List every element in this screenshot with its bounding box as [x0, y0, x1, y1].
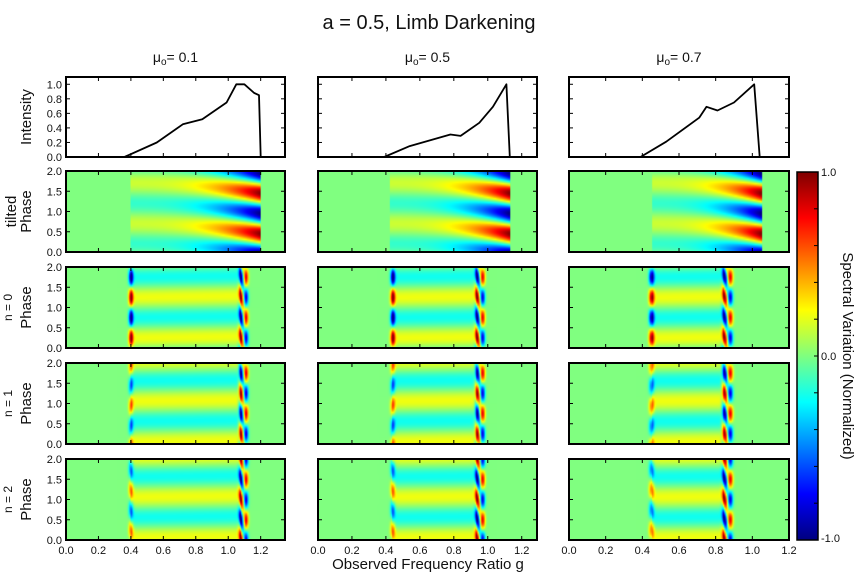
- y-tick-label: 2.0: [47, 358, 62, 370]
- y-tick-label: 1.5: [47, 378, 62, 390]
- row-sublabel: n = 0: [1, 294, 15, 321]
- y-tick-label: 1.0: [47, 79, 62, 91]
- colorbar: 1.0 0.0 -1.0: [796, 167, 840, 545]
- heatmap-image: [318, 171, 537, 252]
- heatmap-image: [569, 363, 789, 444]
- y-tick-label: 0.0: [47, 535, 62, 547]
- y-tick-label: 1.5: [47, 282, 62, 294]
- y-tick-label: 1.0: [47, 495, 62, 507]
- y-tick-label: 0.4: [47, 123, 62, 135]
- y-tick-label: 1.0: [47, 207, 62, 219]
- intensity-line: [318, 83, 537, 158]
- x-tick-label: 0.4: [635, 545, 650, 557]
- panel: 0.0 0.2 0.4 0.6 0.8 1.0 Intensity: [18, 76, 286, 164]
- panel: [317, 266, 538, 349]
- panel: [568, 362, 790, 445]
- y-tick-label: 2.0: [47, 454, 62, 466]
- row-sublabel: n = 1: [1, 390, 15, 417]
- y-tick-label: 0.2: [47, 137, 62, 149]
- y-tick-label: 0.5: [47, 323, 62, 335]
- x-tick-label: 0.2: [598, 545, 613, 557]
- y-tick-label: 0.5: [47, 419, 62, 431]
- y-tick-label: 0.5: [47, 515, 62, 527]
- x-tick-label: 1.0: [745, 545, 760, 557]
- y-tick-label: 0.8: [47, 94, 62, 106]
- panel: [568, 76, 790, 158]
- panel: 0.0 0.5 1.0 1.5 2.0 n = 0 Phase: [1, 262, 286, 355]
- colorbar-tick-label: -1.0: [821, 533, 840, 545]
- panel: 0.0 0.2 0.4 0.6 0.8 1.0 1.2: [561, 458, 797, 557]
- column-title: μo= 0.5: [405, 49, 450, 68]
- heatmap-image: [66, 459, 285, 540]
- x-tick-label: 1.0: [480, 545, 495, 557]
- x-tick-label: 1.0: [221, 545, 236, 557]
- heatmap-image: [66, 363, 285, 444]
- panel-frame: [65, 76, 286, 158]
- row-label: Phase: [18, 286, 35, 329]
- panel: [568, 170, 790, 253]
- x-tick-label: 0.4: [378, 545, 393, 557]
- y-tick-label: 2.0: [47, 262, 62, 274]
- intensity-line: [569, 83, 789, 158]
- row-label: Phase: [18, 190, 35, 233]
- x-tick-label: 1.2: [781, 545, 796, 557]
- panel: [317, 76, 538, 158]
- row-label: Intensity: [18, 89, 35, 145]
- colorbar-tick-label: 0.0: [821, 351, 836, 363]
- row-label: Phase: [18, 382, 35, 425]
- y-tick-label: 1.0: [47, 399, 62, 411]
- panel: [568, 266, 790, 349]
- x-tick-label: 1.2: [514, 545, 529, 557]
- y-tick-label: 1.5: [47, 186, 62, 198]
- y-tick-label: 0.5: [47, 227, 62, 239]
- x-tick-label: 0.6: [671, 545, 686, 557]
- x-tick-label: 0.8: [708, 545, 723, 557]
- x-tick-label: 0.2: [344, 545, 359, 557]
- heatmap-image: [569, 459, 789, 540]
- column-title: μo= 0.1: [153, 49, 198, 68]
- heatmap-image: [569, 171, 789, 252]
- x-tick-label: 0.2: [91, 545, 106, 557]
- heatmap-image: [318, 363, 537, 444]
- heatmap-image: [569, 267, 789, 348]
- row-label: Phase: [18, 478, 35, 521]
- x-tick-label: 0.0: [561, 545, 576, 557]
- x-tick-label: 0.6: [156, 545, 171, 557]
- row-sublabel: n = 2: [1, 486, 15, 513]
- column-title: μo= 0.7: [656, 49, 701, 68]
- y-tick-label: 0.0: [47, 343, 62, 355]
- y-tick-label: 1.5: [47, 474, 62, 486]
- x-tick-label: 0.0: [58, 545, 73, 557]
- y-tick-label: 1.0: [47, 303, 62, 315]
- y-tick-label: 2.0: [47, 166, 62, 178]
- panel: [317, 362, 538, 445]
- row-sublabel: tilted: [3, 196, 20, 228]
- heatmap-image: [66, 267, 285, 348]
- intensity-line: [66, 83, 285, 158]
- panel: 0.0 0.2 0.4 0.6 0.8 1.0 1.2: [310, 458, 538, 557]
- heatmap-image: [318, 459, 537, 540]
- y-tick-label: 0.0: [47, 152, 62, 164]
- colorbar-tick-label: 1.0: [821, 167, 836, 179]
- panel: 0.0 0.2 0.4 0.6 0.8 1.0 1.2 0.0 0.5 1.0 1.5 2.0 n = …: [1, 454, 286, 557]
- chart-title: a = 0.5, Limb Darkening: [323, 12, 536, 34]
- x-tick-label: 0.6: [412, 545, 427, 557]
- y-tick-label: 0.6: [47, 108, 62, 120]
- heatmap-image: [66, 171, 285, 252]
- y-tick-label: 0.0: [47, 247, 62, 259]
- panel: 0.0 0.5 1.0 1.5 2.0 n = 1 Phase: [1, 358, 286, 451]
- x-tick-label: 0.0: [310, 545, 325, 557]
- y-tick-label: 0.0: [47, 439, 62, 451]
- x-tick-label: 0.8: [446, 545, 461, 557]
- x-tick-label: 0.8: [188, 545, 203, 557]
- x-axis-label: Observed Frequency Ratio g: [332, 556, 524, 573]
- x-tick-label: 0.4: [123, 545, 138, 557]
- x-tick-label: 1.2: [253, 545, 268, 557]
- heatmap-image: [318, 267, 537, 348]
- colorbar-label: Spectral Variation (Normalized): [839, 252, 856, 459]
- panel-frame: [317, 76, 538, 158]
- panel: [317, 170, 538, 253]
